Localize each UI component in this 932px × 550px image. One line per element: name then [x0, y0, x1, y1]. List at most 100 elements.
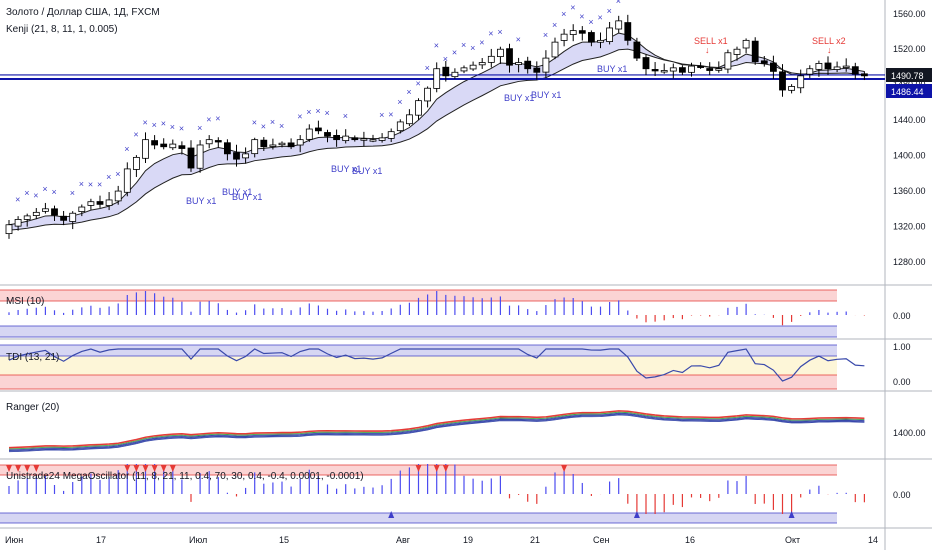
candle-body	[515, 62, 522, 65]
mega-buy-triangle	[788, 511, 795, 518]
candle-body	[679, 67, 686, 73]
candle-body	[87, 201, 95, 206]
time-tick-label: 15	[279, 535, 289, 545]
candle-body	[369, 139, 377, 142]
buy-cross-marker: ×	[124, 144, 129, 154]
msi-label: MSI (10)	[6, 296, 44, 307]
candle-body	[651, 69, 659, 72]
mega-label: Unistrade24 MegaOscillator (11, 8, 21, 1…	[6, 471, 364, 482]
sell-arrow: ↓	[705, 45, 710, 55]
buy-cross-marker: ×	[443, 54, 448, 64]
buy-cross-marker: ×	[598, 12, 603, 22]
sell-arrow: ↓	[827, 45, 832, 55]
buy-cross-marker: ×	[434, 41, 439, 51]
candle-body	[797, 75, 805, 89]
ranger-line	[8, 412, 865, 451]
buy-signal-label: BUY x1	[504, 93, 534, 103]
candle-body	[69, 212, 77, 222]
buy-cross-marker: ×	[325, 108, 330, 118]
candle-body	[105, 199, 113, 206]
buy-cross-marker: ×	[252, 118, 257, 128]
sell-signal-label: SELL x1	[694, 36, 728, 46]
buy-cross-marker: ×	[388, 110, 393, 120]
buy-cross-marker: ×	[197, 123, 202, 133]
candle-body	[469, 64, 477, 70]
candle-body	[533, 67, 541, 73]
candle-body	[688, 65, 695, 73]
candle-body	[415, 100, 422, 116]
candle-body	[114, 190, 122, 202]
indicator-label: Kenji (21, 8, 11, 1, 0.005)	[6, 24, 118, 35]
candle-body	[833, 66, 841, 70]
buy-cross-marker: ×	[306, 107, 311, 117]
candle-body	[506, 48, 513, 66]
candle-body	[178, 145, 186, 149]
candle-body	[314, 127, 322, 132]
candle-body	[496, 48, 504, 58]
candle-body	[396, 121, 404, 132]
candle-body	[624, 22, 632, 41]
candle-body	[815, 63, 823, 70]
candle-body	[460, 67, 468, 72]
last-price-value: 1490.78	[891, 71, 924, 81]
candle-body	[715, 68, 723, 71]
mega-sell-triangle	[142, 465, 149, 472]
mega-lower-zone	[0, 513, 837, 523]
candle-body	[669, 67, 677, 72]
mega-sell-triangle	[133, 465, 140, 472]
time-tick-label: 21	[530, 535, 540, 545]
candle-body	[214, 140, 222, 143]
candle-body	[233, 152, 240, 160]
buy-cross-marker: ×	[561, 9, 566, 19]
last-price-badge	[886, 68, 932, 82]
candle-body	[824, 62, 832, 70]
buy-cross-marker: ×	[161, 119, 166, 129]
buy-cross-marker: ×	[115, 169, 120, 179]
ranger-line	[8, 413, 865, 452]
candle-body	[132, 156, 140, 170]
candle-body	[697, 65, 704, 68]
candle-body	[360, 138, 368, 141]
mega-sell-triangle	[433, 465, 440, 472]
price-tick-label: 1320.00	[893, 222, 926, 232]
ranger-line	[8, 411, 865, 450]
buy-cross-marker: ×	[79, 179, 84, 189]
candle-body	[5, 224, 13, 235]
ranger-line	[8, 410, 865, 448]
candle-body	[378, 137, 386, 141]
candle-body	[788, 86, 795, 91]
candle-body	[588, 32, 595, 43]
level-price-badge	[886, 84, 932, 98]
time-tick-label: Окт	[785, 535, 800, 545]
kenji-fast-line	[8, 32, 865, 226]
time-tick-label: Авг	[396, 535, 411, 545]
mega-sell-triangle	[6, 465, 12, 472]
buy-cross-marker: ×	[479, 38, 484, 48]
buy-cross-marker: ×	[24, 188, 29, 198]
candle-body	[424, 87, 432, 102]
price-tick-label: 1280.00	[893, 257, 926, 267]
buy-cross-marker: ×	[425, 63, 430, 73]
buy-cross-marker: ×	[616, 0, 621, 6]
buy-signal-label: BUY x1	[232, 192, 262, 202]
kenji-cloud	[9, 33, 865, 231]
buy-cross-marker: ×	[416, 79, 421, 89]
candle-body	[305, 128, 313, 140]
candle-body	[478, 62, 486, 66]
buy-cross-marker: ×	[279, 121, 284, 131]
candle-body	[806, 68, 814, 75]
candle-body	[351, 137, 359, 141]
candle-body	[287, 142, 295, 148]
buy-cross-marker: ×	[97, 179, 102, 189]
candle-body	[451, 71, 459, 78]
candle-body	[324, 132, 331, 137]
candle-body	[78, 206, 86, 212]
buy-cross-marker: ×	[579, 11, 584, 21]
candle-body	[333, 135, 341, 141]
buy-cross-marker: ×	[261, 122, 266, 132]
buy-cross-marker: ×	[152, 120, 157, 130]
candle-body	[742, 39, 750, 49]
tdi-line	[8, 348, 865, 382]
candle-body	[387, 131, 395, 139]
ranger-line	[8, 414, 865, 453]
